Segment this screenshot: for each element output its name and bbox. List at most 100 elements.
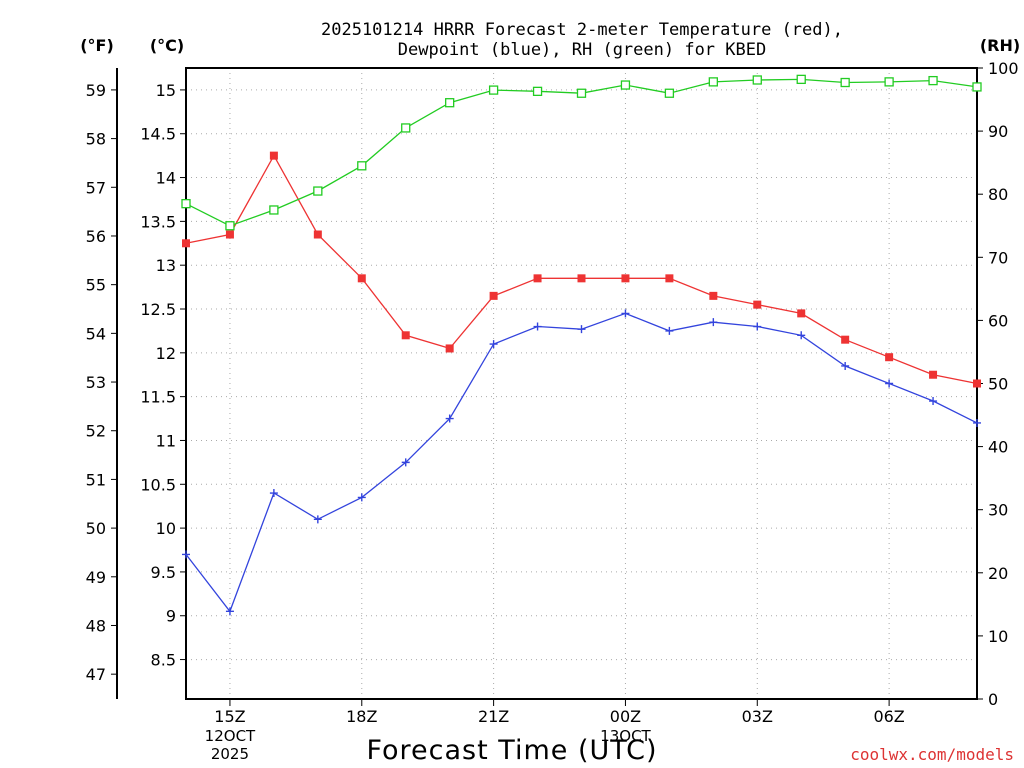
rh-tick-label: 100 [988, 59, 1019, 78]
celsius-tick-label: 8.5 [151, 651, 176, 670]
rh-tick-label: 60 [988, 311, 1008, 330]
celsius-tick-label: 9.5 [151, 563, 176, 582]
series-layer [181, 74, 982, 616]
credit-link[interactable]: coolwx.com/models [850, 745, 1014, 764]
fahrenheit-tick-label: 50 [86, 519, 106, 538]
rh-point [972, 82, 982, 92]
temperature-point [533, 274, 542, 283]
dewpoint-line [185, 312, 978, 613]
dewpoint-point [225, 607, 234, 616]
dewpoint-point [709, 318, 718, 327]
x-tick-label: 03Z [742, 707, 773, 726]
rh-point [445, 98, 455, 108]
temperature-point [841, 335, 850, 344]
dewpoint-point [973, 418, 981, 427]
celsius-tick-label: 14 [156, 169, 176, 188]
fahrenheit-tick-label: 57 [86, 178, 106, 197]
dewpoint-point [621, 309, 630, 318]
temperature-point [577, 274, 586, 283]
dewpoint-point [885, 379, 894, 388]
rh-point [532, 86, 543, 96]
dewpoint-point [445, 414, 454, 423]
rh-line [185, 78, 978, 227]
rh-tick-label: 40 [988, 438, 1008, 457]
temperature-point [182, 239, 190, 248]
rh-point [181, 199, 191, 209]
dewpoint-point [401, 458, 410, 467]
temperature-point [225, 230, 234, 239]
temperature-point [973, 379, 981, 388]
rh-tick-label: 70 [988, 248, 1008, 267]
temperature-point [885, 353, 894, 362]
rh-axis-unit: (RH) [980, 36, 1020, 55]
dewpoint-point [357, 493, 366, 502]
celsius-tick-label: 14.5 [140, 125, 176, 144]
dewpoint-point [489, 340, 498, 349]
dewpoint-point [269, 489, 278, 498]
x-tick-label: 18Z [346, 707, 377, 726]
dewpoint-point [182, 550, 190, 559]
temperature-point [797, 309, 806, 318]
celsius-tick-label: 15 [156, 81, 176, 100]
rh-point [313, 186, 323, 196]
rh-point [576, 88, 587, 98]
rh-point [796, 74, 806, 85]
temperature-point [489, 291, 498, 300]
x-axis-label: Forecast Time (UTC) [366, 735, 657, 766]
dewpoint-point [665, 326, 674, 335]
tick-labels: 8.5 9 9.5 10 10.5 11 11.5 12 12.5 13 13.5 14 14.5 15 1… [86, 59, 1019, 763]
temperature-point [401, 331, 410, 340]
celsius-tick-label: 10 [156, 519, 176, 538]
temperature-line [185, 154, 978, 385]
chart-title-line1: 2025101214 HRRR Forecast 2-meter Tempera… [321, 20, 843, 40]
temperature-point [269, 151, 278, 160]
rh-point [620, 80, 631, 90]
fahrenheit-tick-label: 47 [86, 665, 106, 684]
fahrenheit-tick-label: 52 [86, 422, 106, 441]
dewpoint-point [797, 331, 806, 340]
rh-point [401, 123, 411, 133]
rh-tick-label: 30 [988, 501, 1008, 520]
temperature-point [753, 300, 762, 309]
x-date-label: 12OCT [205, 727, 256, 745]
rh-point [840, 77, 850, 88]
rh-point [928, 75, 938, 86]
fahrenheit-axis-unit: (°F) [80, 36, 114, 55]
x-tick-label: 06Z [873, 707, 904, 726]
rh-point [884, 77, 894, 87]
dewpoint-point [313, 515, 322, 524]
celsius-tick-label: 12 [156, 344, 176, 363]
rh-point [488, 85, 499, 95]
celsius-tick-label: 12.5 [140, 300, 176, 319]
celsius-tick-label: 13 [156, 256, 176, 275]
temperature-point [929, 370, 938, 379]
celsius-tick-label: 11 [156, 431, 176, 450]
rh-point [664, 88, 675, 98]
celsius-tick-label: 13.5 [140, 212, 176, 231]
celsius-axis-unit: (°C) [150, 36, 184, 55]
rh-tick-label: 90 [988, 122, 1008, 141]
fahrenheit-tick-label: 59 [86, 81, 106, 100]
rh-point [752, 75, 762, 85]
celsius-tick-label: 11.5 [140, 388, 176, 407]
fahrenheit-tick-label: 53 [86, 373, 106, 392]
dewpoint-point [841, 361, 850, 370]
rh-point [225, 221, 235, 231]
rh-tick-label: 80 [988, 185, 1008, 204]
rh-point [269, 205, 279, 215]
x-tick-label: 15Z [214, 707, 245, 726]
grid-lines [186, 68, 977, 699]
fahrenheit-tick-label: 56 [86, 227, 106, 246]
x-year-label: 2025 [211, 745, 249, 763]
celsius-tick-label: 10.5 [140, 475, 176, 494]
fahrenheit-tick-label: 58 [86, 130, 106, 149]
temperature-point [665, 274, 674, 283]
x-tick-label: 00Z [610, 707, 641, 726]
temperature-point [357, 274, 366, 283]
rh-tick-label: 10 [988, 627, 1008, 646]
rh-tick-label: 50 [988, 375, 1008, 394]
fahrenheit-tick-label: 48 [86, 616, 106, 635]
chart-title-line2: Dewpoint (blue), RH (green) for KBED [398, 40, 766, 60]
temperature-point [313, 230, 322, 239]
